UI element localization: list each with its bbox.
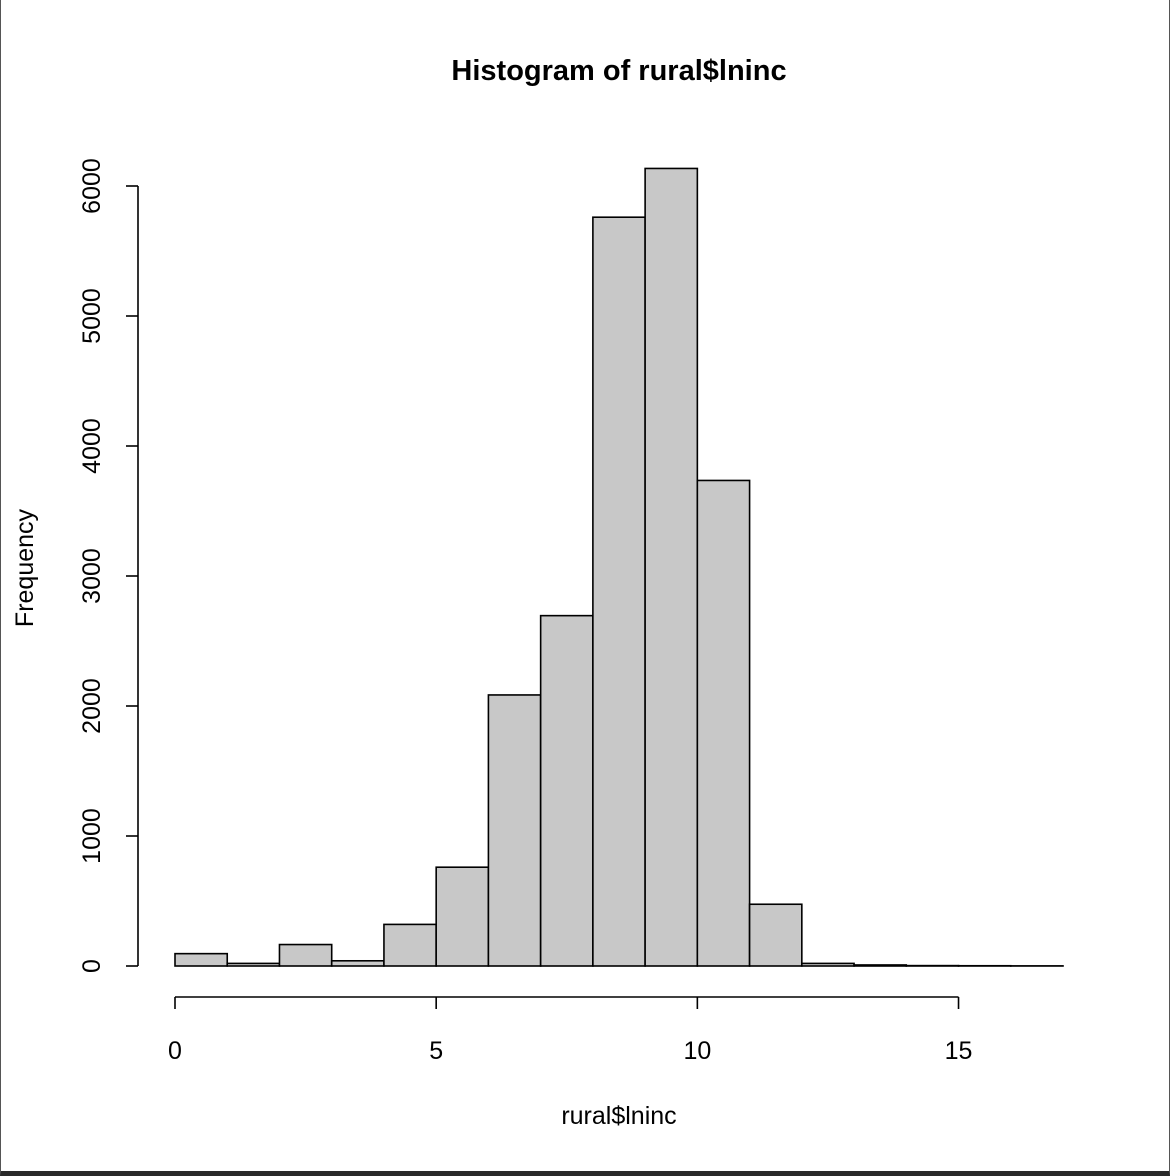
x-tick-label: 15 [945,1037,973,1065]
y-tick-label: 2000 [78,678,106,734]
histogram-bar [696,479,751,967]
histogram-bar [383,923,437,967]
x-tick-label: 0 [168,1037,182,1065]
y-tick-label: 6000 [78,158,106,214]
x-tick-label: 10 [683,1037,711,1065]
histogram-bar [435,866,490,967]
histogram-bar [748,903,803,967]
bars-group [174,167,1064,967]
histogram-bar [487,694,542,967]
y-tick-label: 1000 [78,808,106,864]
histogram-bar [174,952,229,967]
x-axis: 0 5 10 15 [168,996,973,1065]
chart-title: Histogram of rural$lninc [451,55,786,87]
histogram-bar [278,943,333,967]
y-axis: 0 1000 2000 3000 4000 5000 6000 [78,158,139,973]
histogram-bar [644,167,699,967]
y-axis-label: Frequency [11,508,39,627]
y-tick-label: 5000 [78,288,106,344]
y-tick-label: 4000 [78,418,106,474]
x-axis-label: rural$lninc [561,1102,676,1130]
y-tick-label: 3000 [78,548,106,604]
histogram-bar [226,962,281,967]
x-tick-label: 5 [429,1037,443,1065]
y-tick-label: 0 [78,959,106,973]
histogram-bar [801,962,855,967]
histogram-bar [330,959,385,967]
histogram-bar [592,216,646,967]
histogram-bar [539,614,594,967]
histogram-bar [853,964,908,967]
